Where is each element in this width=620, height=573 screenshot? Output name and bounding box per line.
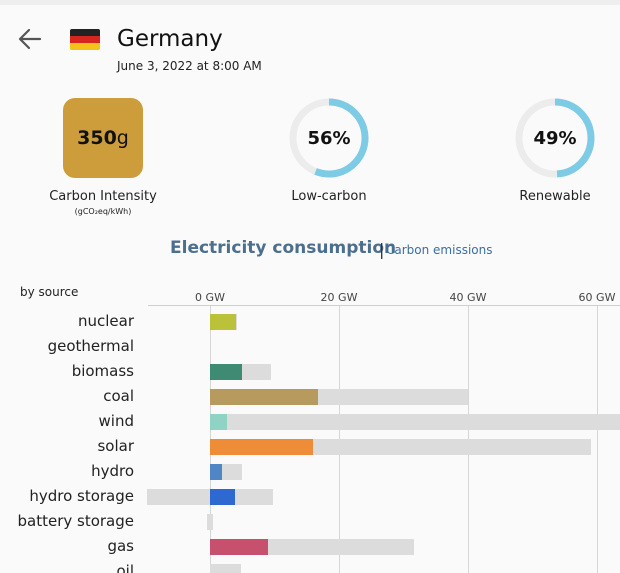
production-bar[interactable]	[210, 539, 269, 555]
production-bar[interactable]	[210, 314, 236, 330]
carbon-intensity-unit: g	[116, 127, 129, 149]
carbon-intensity-sublabel: (gCO₂eq/kWh)	[74, 207, 132, 216]
production-bar[interactable]	[210, 464, 222, 480]
grid-line	[597, 306, 598, 573]
capacity-bar[interactable]	[210, 564, 241, 573]
renewable-ring	[515, 98, 595, 178]
country-title: Germany	[117, 26, 223, 52]
arrow-left-icon	[18, 28, 42, 50]
source-label: hydro	[91, 462, 134, 480]
tab-electricity-consumption[interactable]: Electricity consumption	[170, 238, 397, 258]
carbon-intensity-label: Carbon Intensity	[49, 189, 157, 204]
carbon-intensity-badge: 350 g	[63, 98, 143, 178]
chart-ylabel: by source	[20, 285, 79, 299]
x-tick-label: 20 GW	[320, 291, 358, 304]
production-bar[interactable]	[210, 364, 243, 380]
top-divider	[0, 0, 620, 5]
capacity-bar[interactable]	[210, 414, 620, 430]
tab-separator: |	[379, 240, 385, 259]
x-tick-label: 60 GW	[578, 291, 616, 304]
source-label: hydro storage	[29, 487, 134, 505]
production-bar[interactable]	[210, 439, 314, 455]
source-label: geothermal	[47, 337, 134, 355]
production-bar[interactable]	[210, 389, 319, 405]
capacity-bar[interactable]	[206, 514, 214, 530]
source-label: oil	[116, 562, 134, 573]
back-button[interactable]	[18, 28, 42, 50]
source-label: nuclear	[77, 312, 134, 330]
low-carbon-ring	[289, 98, 369, 178]
tab-carbon-emissions[interactable]: Carbon emissions	[386, 243, 493, 257]
source-label: gas	[107, 537, 134, 555]
source-label: biomass	[71, 362, 134, 380]
low-carbon-label: Low-carbon	[291, 189, 367, 204]
germany-flag-icon	[70, 29, 100, 50]
low-carbon-value: 56%	[307, 128, 351, 149]
production-bar[interactable]	[210, 489, 236, 505]
renewable-value: 49%	[533, 128, 577, 149]
datetime-label: June 3, 2022 at 8:00 AM	[117, 59, 262, 73]
capacity-bar[interactable]	[146, 489, 274, 505]
source-label: battery storage	[17, 512, 135, 530]
chart-axis-line	[148, 305, 620, 306]
source-label: coal	[103, 387, 134, 405]
production-bar[interactable]	[210, 414, 227, 430]
carbon-intensity-value: 350	[77, 127, 117, 149]
source-label: wind	[98, 412, 134, 430]
renewable-label: Renewable	[519, 189, 591, 204]
x-tick-label: 40 GW	[449, 291, 487, 304]
source-label: solar	[97, 437, 134, 455]
x-tick-label: 0 GW	[195, 291, 225, 304]
